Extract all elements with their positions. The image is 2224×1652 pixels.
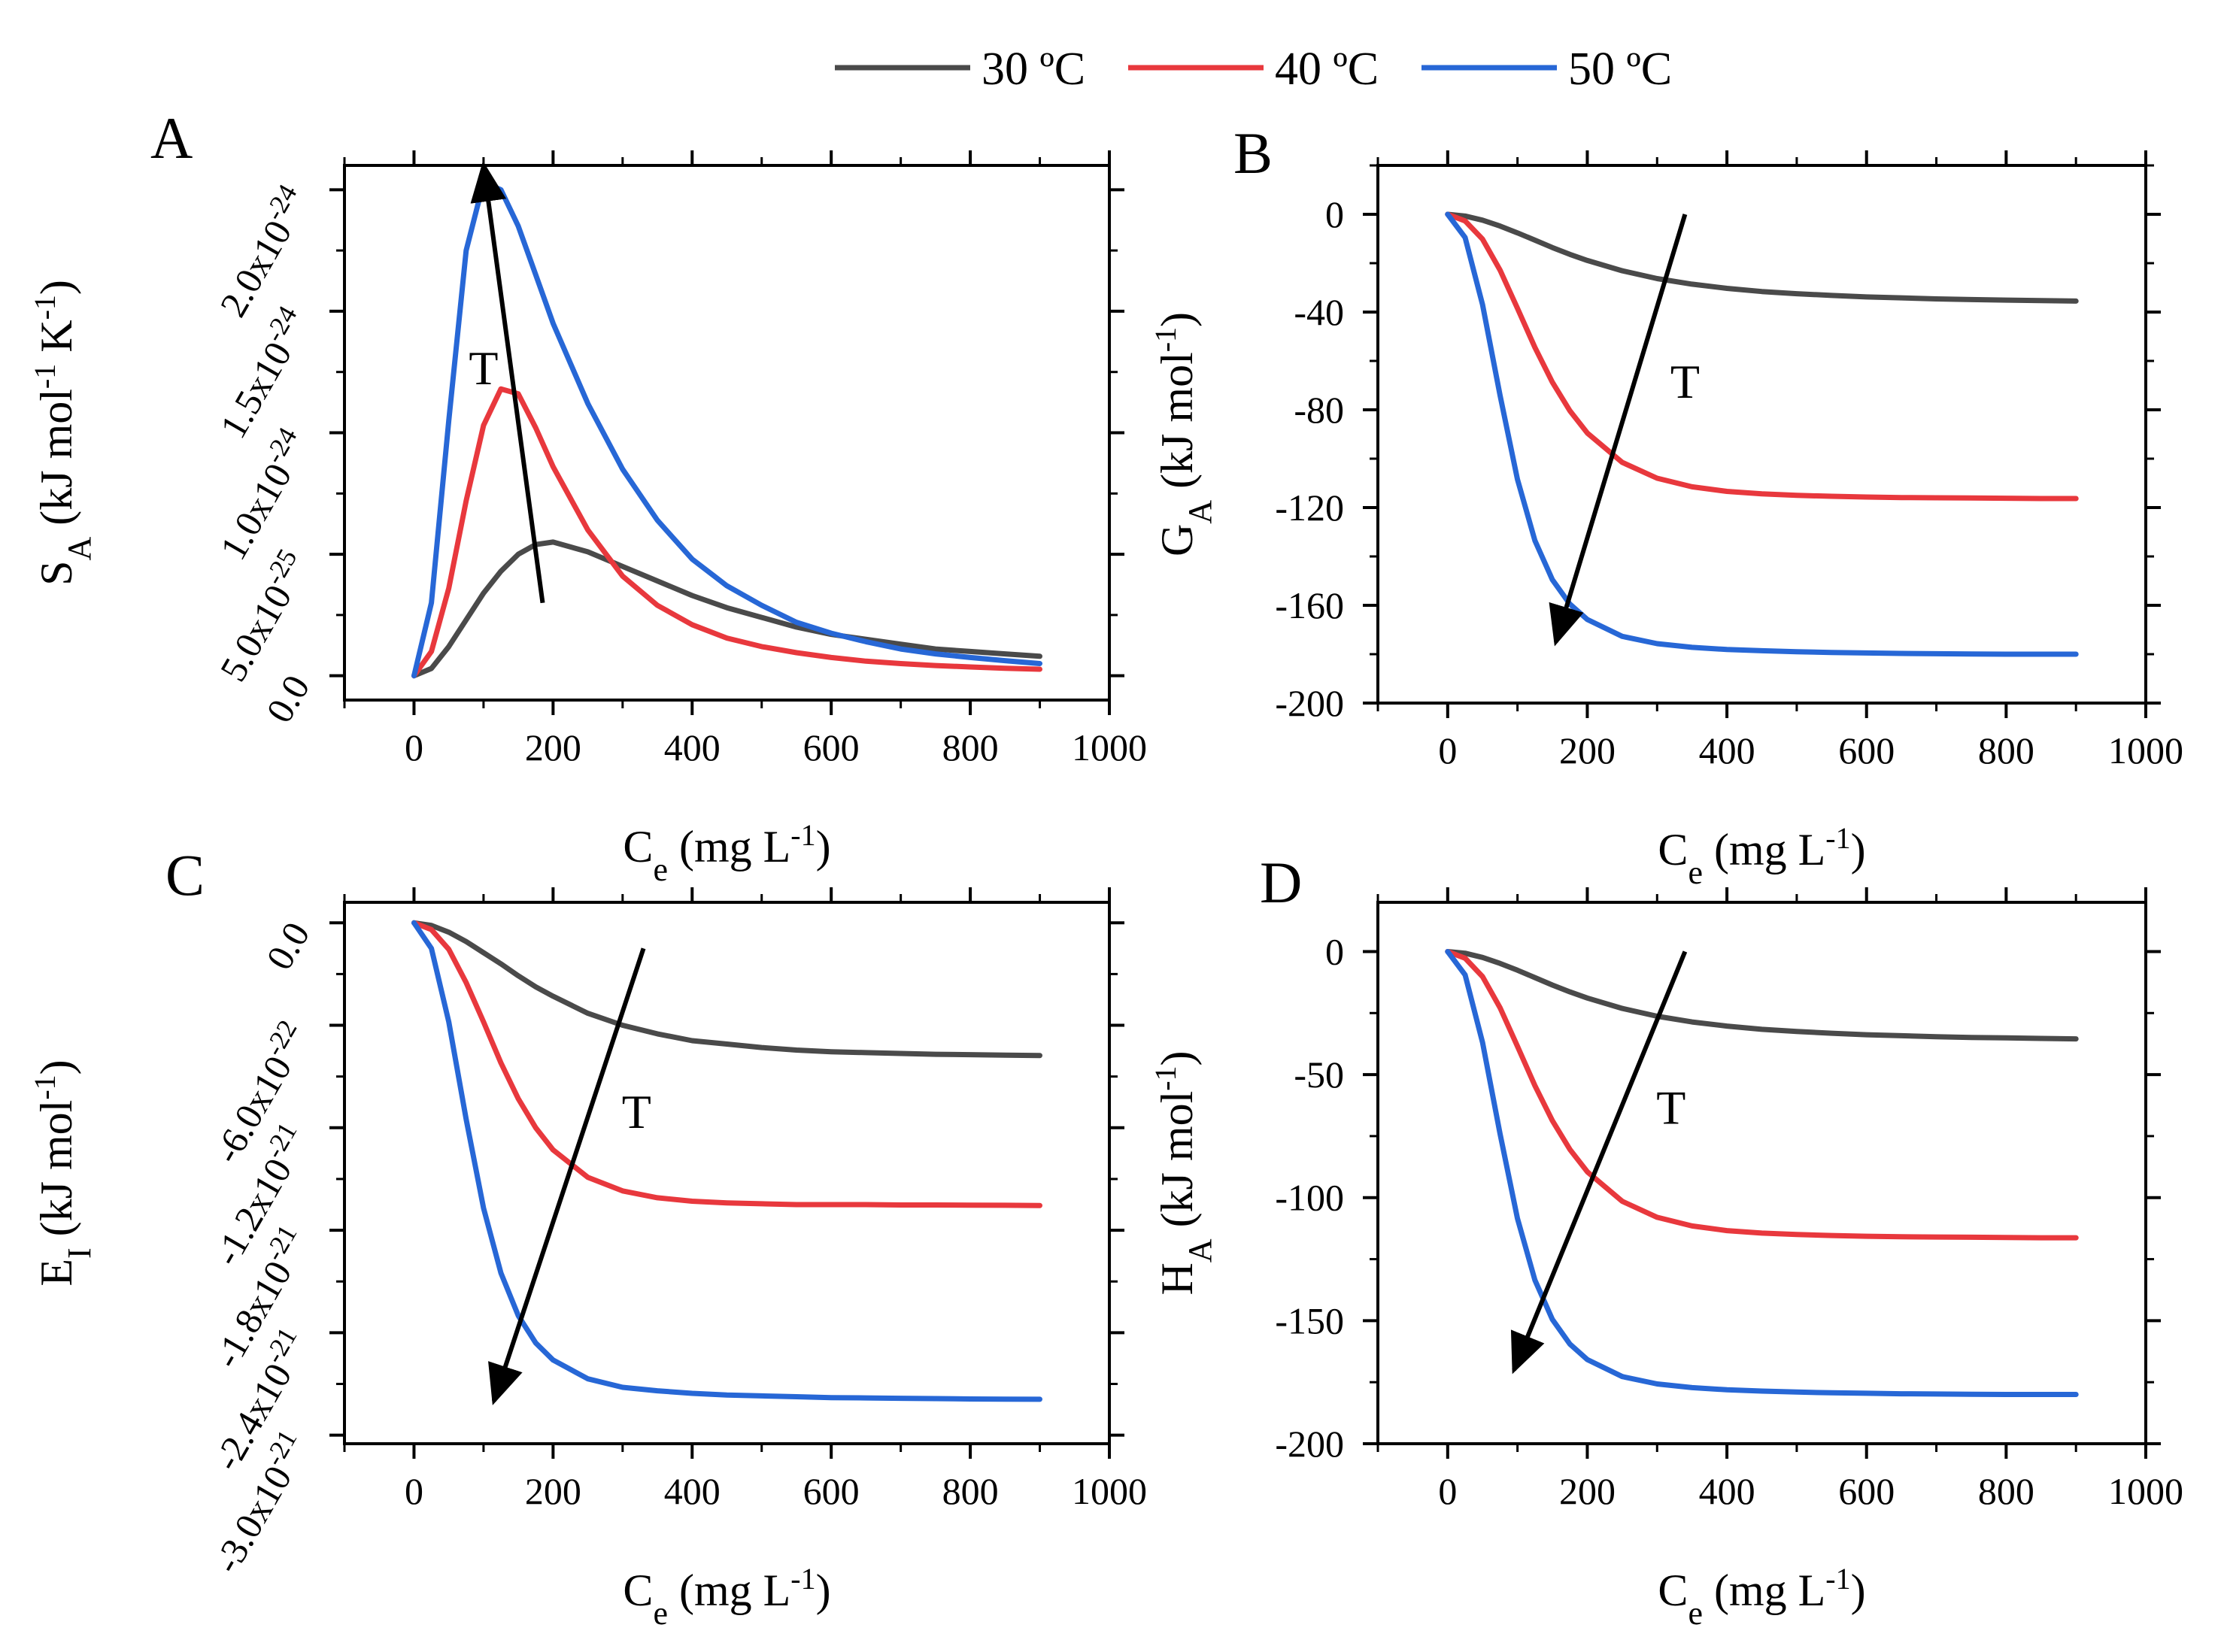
panel-a: A 0 200 400 600 800 1000 0.05.0x10-251.0x10-241… [28, 105, 1148, 888]
x-tick-label: 600 [803, 726, 860, 768]
panel-c: C0 200 400 600 800 10000.0-6.0x10-22-1.2x10-2… [28, 842, 1148, 1632]
x-tick-label: 400 [1699, 1470, 1755, 1512]
series-line [1445, 949, 2079, 1241]
series-line [1445, 949, 2079, 1397]
y-tick-label: 2.0x10-24 [207, 179, 317, 323]
plot-frame [1376, 901, 2147, 1445]
y-axis-title: SA (kJ mol-1 K-1) [28, 280, 98, 586]
y-tick-label: 0.0 [258, 915, 318, 977]
panel-letter: B [1233, 120, 1273, 186]
temperature-arrow [1510, 950, 1688, 1375]
y-tick-label: -80 [1294, 389, 1344, 431]
temperature-annotation: T [622, 1085, 651, 1138]
x-axis-title: Ce (mg L-1) [1658, 1562, 1865, 1632]
temperature-annotation: T [469, 341, 498, 395]
series-line [411, 539, 1042, 679]
series-line [1445, 211, 2079, 502]
y-axis-title: EI (kJ mol-1) [28, 1059, 98, 1286]
y-tick-label: 0 [1325, 930, 1344, 972]
temperature-arrow [470, 161, 545, 604]
y-tick-label: -200 [1275, 1423, 1344, 1465]
series-line [411, 920, 1042, 1208]
plot-frame [343, 901, 1111, 1445]
x-tick-label: 200 [525, 1470, 581, 1512]
x-tick-label: 800 [1978, 1470, 2034, 1512]
x-tick-label: 800 [942, 726, 999, 768]
temperature-annotation: T [1670, 355, 1700, 408]
series-line [411, 180, 1042, 679]
legend-label: 40 ºC [1275, 44, 1379, 95]
x-axis-title: Ce (mg L-1) [623, 1562, 830, 1632]
plot-frame [1376, 164, 2147, 705]
panel-b: B 0 200 400 600 800 1000 0 -40 -80 -120 -160 -200 Ce … [1148, 120, 2184, 891]
x-tick-label: 800 [942, 1470, 999, 1512]
y-tick-label: -40 [1294, 291, 1344, 333]
y-tick-label: -100 [1275, 1177, 1344, 1219]
legend-item: 40 ºC [1128, 44, 1379, 95]
series-line [1445, 949, 2079, 1042]
legend-item: 30 ºC [835, 44, 1085, 95]
y-tick-label: 0.0 [258, 668, 318, 729]
y-axis-title: HA (kJ mol-1) [1148, 1050, 1218, 1295]
series-line [411, 920, 1042, 1059]
x-tick-label: 1000 [2108, 1470, 2183, 1512]
temperature-annotation: T [1656, 1081, 1685, 1135]
y-tick-label: 1.5x10-24 [207, 301, 317, 445]
y-tick-label: -160 [1275, 584, 1344, 626]
x-axis-title: Ce (mg L-1) [1658, 821, 1865, 891]
x-tick-label: 400 [664, 1470, 721, 1512]
legend: 30 ºC 40 ºC 50 ºC [835, 44, 1672, 95]
temperature-arrow [1549, 214, 1688, 647]
x-tick-label: 800 [1978, 729, 2034, 771]
legend-label: 30 ºC [982, 44, 1085, 95]
series-line [411, 920, 1042, 1402]
y-tick-label: -120 [1275, 487, 1344, 529]
x-tick-label: 600 [1838, 1470, 1895, 1512]
legend-label: 50 ºC [1568, 44, 1672, 95]
y-tick-label: -50 [1294, 1053, 1344, 1096]
x-tick-label: 200 [525, 726, 581, 768]
y-tick-label: 1.0x10-24 [207, 423, 317, 567]
legend-item: 50 ºC [1421, 44, 1672, 95]
panel-letter: C [165, 842, 205, 908]
x-tick-label: 600 [803, 1470, 860, 1512]
y-tick-label: 0 [1325, 193, 1344, 235]
x-tick-label: 1000 [1072, 726, 1147, 768]
x-tick-label: 400 [664, 726, 721, 768]
x-axis-title: Ce (mg L-1) [623, 818, 830, 888]
x-tick-label: 0 [405, 1470, 423, 1512]
y-tick-label: -150 [1275, 1299, 1344, 1341]
panel-letter: A [150, 105, 193, 171]
panel-letter: D [1260, 850, 1302, 915]
temperature-arrow [488, 947, 646, 1405]
x-tick-label: 0 [1438, 729, 1457, 771]
y-tick-label: -200 [1275, 682, 1344, 724]
y-tick-label: 5.0x10-25 [207, 544, 317, 688]
series-line [411, 386, 1042, 679]
x-tick-label: 200 [1559, 1470, 1616, 1512]
series-line [1445, 211, 2079, 657]
x-tick-label: 400 [1699, 729, 1755, 771]
x-tick-label: 600 [1838, 729, 1895, 771]
series-line [1445, 211, 2079, 304]
x-tick-label: 1000 [1072, 1470, 1147, 1512]
x-tick-label: 0 [405, 726, 423, 768]
x-tick-label: 200 [1559, 729, 1616, 771]
x-tick-label: 1000 [2108, 729, 2183, 771]
x-tick-label: 0 [1438, 1470, 1457, 1512]
y-axis-title: GA (kJ mol-1) [1148, 312, 1218, 556]
plot-frame [343, 164, 1111, 702]
